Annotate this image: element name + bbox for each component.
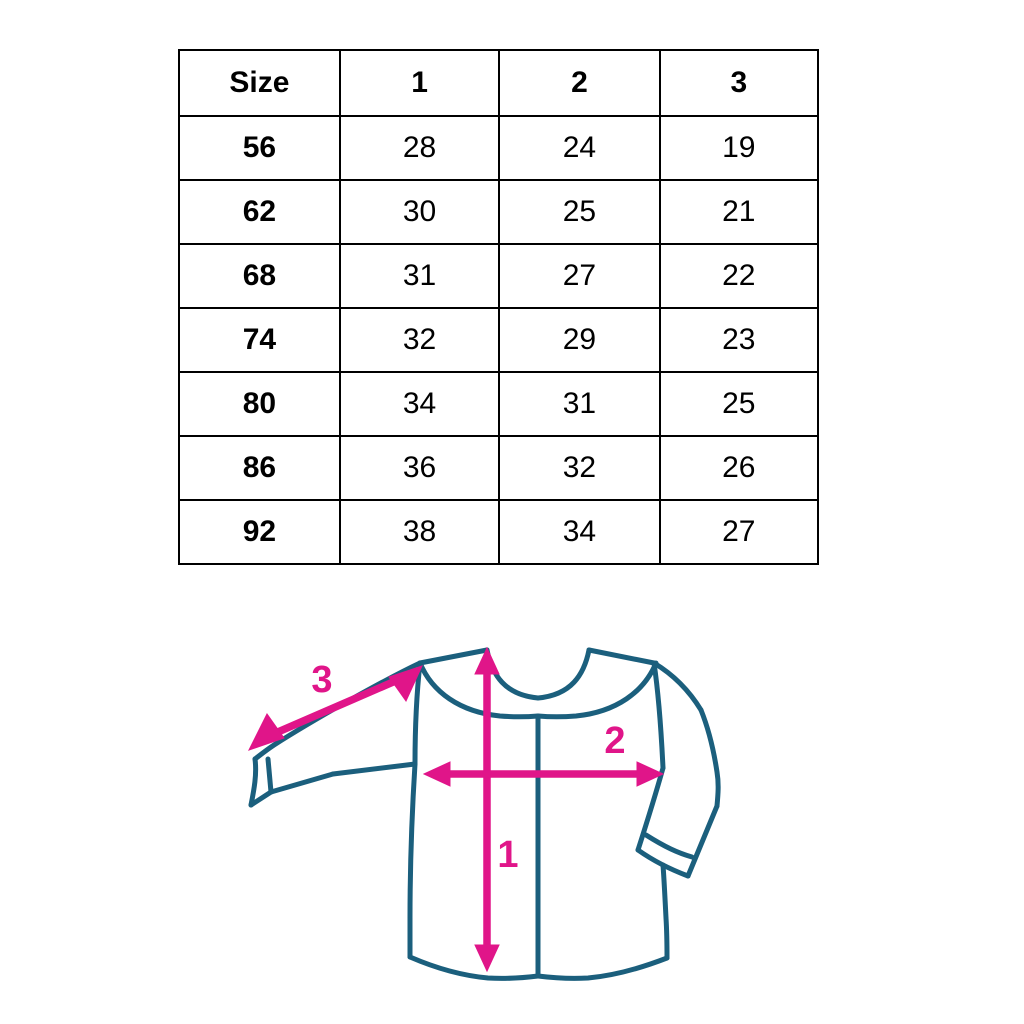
svg-text:2: 2 (604, 720, 625, 762)
svg-text:3: 3 (311, 659, 332, 701)
svg-text:1: 1 (497, 834, 518, 876)
